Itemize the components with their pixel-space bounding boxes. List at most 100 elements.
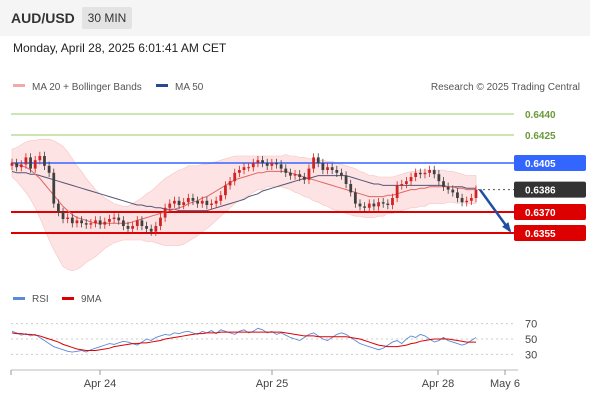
candle bbox=[409, 172, 413, 186]
candle bbox=[29, 153, 32, 173]
target-label: 0.6425 bbox=[525, 131, 556, 142]
ma50-legend-label: MA 50 bbox=[175, 82, 204, 93]
candle bbox=[61, 207, 65, 224]
bollinger-fill bbox=[11, 138, 477, 272]
candle bbox=[418, 168, 422, 179]
candle-body bbox=[251, 163, 255, 168]
candle-body bbox=[145, 226, 148, 229]
candle bbox=[205, 196, 209, 210]
candle-body bbox=[363, 206, 367, 208]
candle bbox=[469, 193, 473, 205]
ma20-legend-label: MA 20 + Bollinger Bands bbox=[32, 82, 142, 93]
candle bbox=[353, 188, 357, 208]
candle-body bbox=[353, 192, 357, 204]
bollinger-band bbox=[11, 138, 477, 272]
candle bbox=[391, 193, 394, 210]
candle bbox=[442, 177, 445, 191]
candle-body bbox=[418, 172, 422, 175]
candle bbox=[140, 216, 144, 231]
candle bbox=[191, 193, 195, 205]
candle-body bbox=[24, 157, 28, 165]
candle-body bbox=[460, 198, 464, 203]
candle bbox=[47, 161, 51, 177]
candle-body bbox=[19, 164, 23, 168]
x-tick-label: Apr 25 bbox=[256, 378, 288, 390]
candle-body bbox=[446, 186, 450, 190]
candle-body bbox=[312, 157, 315, 169]
candle bbox=[367, 199, 371, 212]
candle-body bbox=[98, 220, 102, 225]
support-label: 0.6355 bbox=[525, 229, 556, 240]
candle-body bbox=[386, 203, 390, 205]
candle-body bbox=[191, 198, 195, 201]
support-label: 0.6370 bbox=[525, 208, 556, 219]
timestamp: Monday, April 28, 2025 6:01:41 AM CET bbox=[13, 41, 227, 55]
candle-body bbox=[210, 203, 213, 205]
candle bbox=[52, 168, 56, 208]
rsi-panel: 70 50 30 bbox=[11, 319, 537, 361]
currency-pair: AUD/USD bbox=[11, 10, 75, 26]
timeframe-badge[interactable]: 30 MIN bbox=[82, 7, 132, 29]
candle bbox=[70, 213, 74, 228]
candle-body bbox=[43, 156, 46, 166]
candle bbox=[219, 191, 223, 205]
candle-body bbox=[456, 192, 459, 198]
candle-body bbox=[237, 170, 241, 173]
ma20-line bbox=[11, 162, 476, 224]
support-label-bg bbox=[514, 225, 586, 241]
candle-body bbox=[159, 217, 162, 226]
candle bbox=[377, 198, 380, 211]
candle bbox=[261, 156, 264, 168]
candle bbox=[33, 156, 37, 173]
candle-body bbox=[293, 174, 297, 176]
candle bbox=[247, 163, 251, 172]
candle bbox=[363, 202, 367, 212]
candle-body bbox=[224, 185, 227, 196]
candle bbox=[57, 199, 60, 217]
candle-body bbox=[265, 163, 269, 166]
candle-body bbox=[168, 203, 172, 208]
candles bbox=[10, 151, 478, 236]
candle-body bbox=[344, 175, 348, 184]
candle-body bbox=[326, 167, 329, 170]
candle-body bbox=[182, 202, 186, 205]
candle-body bbox=[108, 219, 111, 222]
candle bbox=[182, 198, 186, 210]
candle-body bbox=[103, 221, 107, 225]
candle bbox=[159, 213, 162, 231]
candle bbox=[154, 221, 158, 236]
candle bbox=[84, 219, 88, 229]
candle-body bbox=[391, 198, 394, 205]
candle-body bbox=[316, 157, 320, 163]
candle-body bbox=[173, 200, 176, 204]
candle-body bbox=[414, 172, 418, 177]
candle-body bbox=[289, 172, 292, 176]
candle-body bbox=[214, 200, 218, 204]
candle-body bbox=[233, 172, 237, 182]
candle-body bbox=[89, 223, 93, 225]
candle-body bbox=[330, 167, 334, 170]
candle bbox=[126, 221, 130, 233]
candle bbox=[237, 165, 241, 177]
candle-body bbox=[469, 198, 473, 201]
candle-body bbox=[372, 203, 376, 207]
candle-body bbox=[140, 220, 144, 226]
candle bbox=[149, 224, 153, 236]
candle-body bbox=[29, 157, 32, 169]
candle-body bbox=[307, 168, 311, 180]
credit: Research © 2025 Trading Central bbox=[431, 82, 580, 93]
candle bbox=[163, 203, 167, 222]
candle-body bbox=[112, 217, 116, 219]
candle bbox=[10, 158, 14, 170]
candle-body bbox=[38, 156, 42, 161]
candle-body bbox=[61, 212, 65, 219]
candle bbox=[349, 179, 353, 197]
candle bbox=[177, 196, 181, 210]
candle-body bbox=[340, 172, 343, 176]
candle-body bbox=[66, 217, 70, 219]
candle-body bbox=[442, 181, 445, 187]
candle-body bbox=[261, 160, 264, 163]
candle bbox=[135, 216, 139, 231]
candle-body bbox=[80, 220, 83, 224]
candle bbox=[75, 216, 79, 228]
